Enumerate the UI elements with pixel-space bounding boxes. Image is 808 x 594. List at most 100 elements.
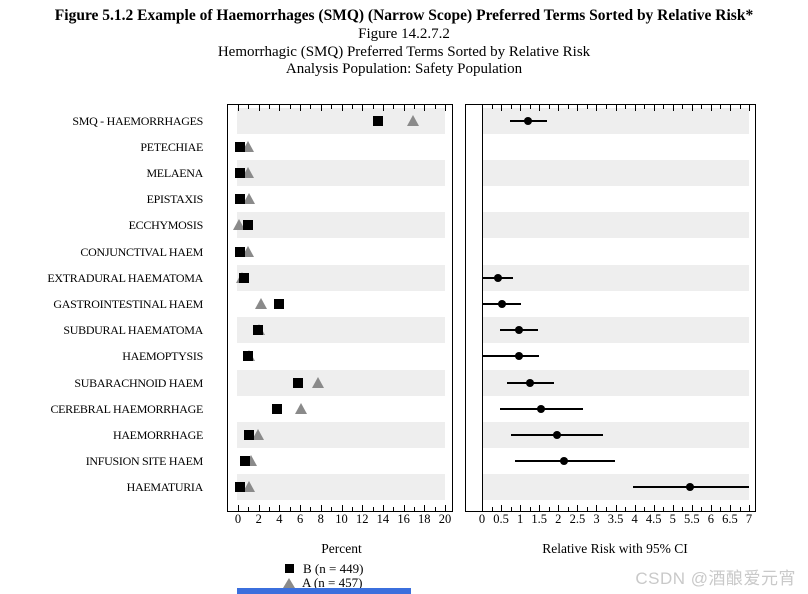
category-label: EPISTAXIS	[146, 192, 204, 207]
axis-tick	[653, 105, 655, 111]
axis-tick	[372, 507, 374, 511]
treatment-a-triangle-marker	[312, 376, 325, 388]
row-shading-band	[237, 317, 445, 344]
row-shading-band	[483, 264, 749, 291]
axis-tick	[269, 105, 271, 109]
figure-number-subtitle: Figure 14.2.7.2	[358, 26, 450, 42]
axis-tick	[341, 105, 343, 111]
axis-tick-label: 5.5	[684, 512, 700, 526]
axis-tick	[382, 105, 384, 111]
axis-tick	[510, 105, 512, 109]
axis-tick	[644, 507, 646, 511]
axis-tick-label: 4	[631, 512, 638, 526]
treatment-a-triangle-marker	[233, 219, 246, 231]
row-shading-band	[237, 159, 445, 187]
axis-tick	[501, 505, 503, 511]
axis-tick	[445, 105, 446, 111]
treatment-a-triangle-marker	[242, 140, 255, 152]
category-label: SUBARACHNOID HAEM	[74, 375, 203, 390]
axis-tick	[625, 507, 627, 511]
axis-tick-label: 8	[317, 512, 324, 526]
legend-label: B (n = 449)	[303, 560, 364, 576]
category-label: HAEMATURIA	[126, 480, 204, 495]
axis-tick	[279, 105, 281, 111]
axis-tick-label: 2.5	[569, 512, 586, 526]
axis-tick	[672, 105, 674, 111]
axis-tick	[445, 505, 446, 511]
relative-risk-dot	[515, 326, 523, 335]
category-label-column: SMQ - HAEMORRHAGES PETECHIAE MELAENA EPISTA…	[0, 105, 203, 512]
axis-tick-label: 7	[745, 512, 753, 526]
axis-tick	[682, 105, 684, 109]
axis-tick	[258, 105, 260, 111]
axis-tick	[691, 505, 693, 511]
treatment-b-square-marker	[242, 220, 253, 231]
axis-tick	[663, 105, 665, 109]
axis-tick	[663, 507, 665, 511]
legend: B (n = 449) A (n = 457)	[283, 560, 364, 590]
relative-risk-dot	[552, 431, 561, 439]
treatment-b-square-marker	[235, 482, 246, 493]
axis-tick	[539, 505, 541, 511]
axis-tick	[482, 505, 483, 511]
axis-tick-label: 6	[296, 512, 304, 526]
axis-tick	[596, 505, 598, 511]
axis-tick	[491, 105, 493, 109]
category-label: EXTRADURAL HAEMATOMA	[47, 270, 203, 285]
row-shading-band	[237, 474, 445, 501]
row-shading-band	[237, 421, 445, 449]
axis-tick	[413, 507, 415, 511]
axis-tick-label: 4	[276, 512, 283, 526]
axis-tick	[258, 505, 260, 511]
axis-tick	[682, 507, 684, 511]
axis-tick	[362, 105, 364, 111]
relative-risk-dot	[493, 273, 502, 282]
axis-tick	[310, 507, 312, 511]
relative-risk-axis-caption: Relative Risk with 95% CI	[542, 541, 688, 556]
legend-label: A (n = 457)	[302, 574, 363, 590]
axis-tick	[434, 507, 436, 511]
treatment-b-square-marker	[234, 194, 245, 205]
row-shading-band	[237, 264, 445, 291]
axis-tick	[413, 105, 415, 109]
relative-risk-panel	[465, 104, 756, 512]
axis-tick	[586, 105, 588, 109]
axis-tick-label: 4.5	[645, 512, 662, 526]
axis-tick	[248, 507, 250, 511]
axis-tick	[567, 507, 569, 511]
axis-tick	[269, 507, 271, 511]
axis-tick-label: 0.5	[493, 512, 509, 526]
axis-tick	[424, 505, 426, 511]
axis-tick	[749, 105, 751, 111]
category-label: CEREBRAL HAEMORRHAGE	[50, 401, 203, 416]
axis-tick	[710, 105, 712, 111]
axis-tick	[644, 105, 646, 109]
relative-risk-dot	[523, 116, 532, 125]
zero-axis-line	[482, 105, 483, 511]
analysis-population-subtitle: Analysis Population: Safety Population	[285, 61, 523, 77]
relative-risk-dot	[497, 300, 506, 308]
axis-tick-label: 2	[255, 512, 262, 526]
axis-tick	[596, 105, 598, 111]
axis-tick	[403, 105, 405, 111]
axis-tick	[320, 505, 322, 511]
axis-tick	[691, 105, 693, 111]
axis-tick	[491, 507, 493, 511]
legend-square-icon	[285, 564, 294, 573]
treatment-a-triangle-marker	[242, 193, 255, 205]
axis-tick	[605, 507, 607, 511]
treatment-b-square-marker	[293, 377, 304, 388]
axis-tick	[372, 105, 374, 109]
axis-tick	[289, 507, 291, 511]
relative-risk-dot	[559, 457, 568, 466]
category-label: GASTROINTESTINAL HAEM	[53, 296, 203, 311]
relative-risk-dot	[514, 352, 523, 361]
axis-tick	[351, 105, 353, 109]
treatment-b-square-marker	[234, 246, 245, 257]
treatment-a-triangle-marker	[241, 245, 254, 257]
axis-tick	[672, 505, 674, 511]
relative-risk-dot	[536, 404, 545, 413]
axis-tick	[320, 105, 322, 111]
axis-tick-label: 16	[397, 512, 410, 526]
